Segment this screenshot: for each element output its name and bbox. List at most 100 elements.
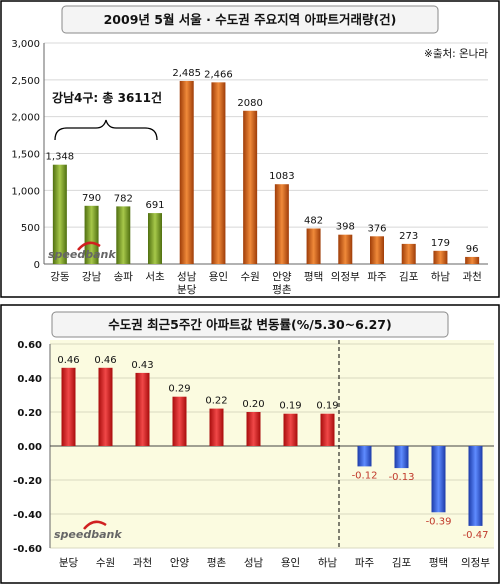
bar bbox=[211, 82, 226, 264]
bar bbox=[148, 213, 162, 264]
title-box bbox=[61, 5, 439, 34]
bar bbox=[394, 446, 409, 469]
bracket-line bbox=[54, 119, 158, 141]
value-label: -0.39 bbox=[426, 516, 452, 527]
x-tick-label: 수원 bbox=[240, 271, 259, 283]
y-tick-label: 0 bbox=[34, 260, 40, 271]
value-label: 2080 bbox=[237, 98, 262, 109]
price-change-chart: 수도권 최근5주간 아파트값 변동률(%/5.30~6.27) -0.60 -0.… bbox=[0, 304, 500, 584]
bar bbox=[433, 250, 448, 264]
speedbank-logo: speedbank bbox=[54, 520, 122, 541]
x-tick-label: 송파 bbox=[114, 271, 134, 283]
price-change-chart-svg: 수도권 최근5주간 아파트값 변동률(%/5.30~6.27) -0.60-0.… bbox=[0, 304, 500, 584]
value-label: 1083 bbox=[269, 171, 294, 182]
x-tick-label: 평촌 bbox=[207, 557, 227, 569]
x-tick-label: 하남 bbox=[431, 270, 451, 283]
logo-text: speedbank bbox=[54, 528, 122, 541]
bar bbox=[135, 372, 150, 446]
bar bbox=[61, 367, 76, 446]
value-label: -0.12 bbox=[352, 470, 378, 481]
x-tick-label: 분당 bbox=[59, 557, 79, 569]
value-label: 0.46 bbox=[57, 355, 79, 366]
x-tick-label: 의정부 bbox=[461, 557, 490, 569]
y-tick-label: 1,000 bbox=[11, 186, 40, 197]
y-tick-label: 0.00 bbox=[17, 442, 42, 453]
y-tick-label: 1,500 bbox=[11, 150, 40, 161]
x-tick-label: 평택 bbox=[304, 271, 323, 283]
x-tick-label: 평택 bbox=[429, 557, 448, 569]
x-tick-label: 강동 bbox=[50, 271, 70, 283]
value-label: -0.13 bbox=[389, 472, 415, 483]
bar bbox=[283, 413, 298, 446]
value-label: 0.19 bbox=[316, 401, 338, 412]
bar bbox=[243, 110, 258, 264]
logo-swoosh-icon bbox=[83, 520, 107, 530]
bars bbox=[52, 80, 480, 265]
y-axis-ticks: -0.60 -0.40 -0.20 0.00 0.20 0.40 0.60 bbox=[13, 340, 42, 555]
bar bbox=[338, 234, 353, 264]
value-label: 782 bbox=[114, 193, 133, 204]
bar bbox=[246, 412, 261, 446]
chart-title: 수도권 최근5주간 아파트값 변동률(%/5.30~6.27) bbox=[108, 317, 391, 332]
bar bbox=[52, 164, 67, 264]
value-label: 790 bbox=[82, 193, 101, 204]
x-tick-label: 파주 bbox=[367, 271, 387, 283]
x-tick-label: 의정부 bbox=[331, 271, 360, 283]
logo-swoosh-icon bbox=[77, 241, 101, 251]
x-tick-label: 용인 bbox=[281, 557, 300, 569]
y-gridlines bbox=[49, 343, 494, 549]
y-tick-label: 0.60 bbox=[17, 340, 42, 351]
bar bbox=[468, 446, 483, 526]
bar bbox=[306, 228, 321, 264]
bar bbox=[320, 413, 335, 446]
x-axis-labels: 분당 수원 과천 안양 평촌 성남 용인 하남 파주 김포 평택 의정부 bbox=[59, 556, 490, 569]
y-tick-label: 0.40 bbox=[17, 374, 42, 385]
y-tick-label: -0.60 bbox=[13, 544, 42, 555]
value-labels: 0.46 0.46 0.43 0.29 0.22 0.20 0.19 0.19 -0.12 -0.… bbox=[57, 355, 488, 541]
gangnam-total-label: 강남4구: 총 3611건 bbox=[52, 90, 162, 105]
y-tick-label: -0.20 bbox=[13, 476, 42, 487]
x-tick-label: 분당 bbox=[177, 284, 197, 296]
value-label: 0.46 bbox=[94, 355, 116, 366]
bar bbox=[401, 243, 416, 264]
x-tick-label: 평촌 bbox=[272, 284, 292, 296]
y-tick-label: 500 bbox=[21, 223, 40, 234]
speedbank-logo: speedbank bbox=[48, 241, 116, 261]
x-tick-label: 안양 bbox=[170, 557, 190, 569]
x-tick-label: 김포 bbox=[392, 557, 412, 569]
value-label: 0.22 bbox=[205, 396, 227, 407]
value-label: 179 bbox=[431, 238, 450, 249]
value-label: 2,485 bbox=[172, 68, 201, 79]
x-tick-label: 과천 bbox=[133, 557, 152, 569]
bar bbox=[357, 446, 372, 467]
y-tick-label: -0.40 bbox=[13, 510, 42, 521]
y-tick-label: 0.20 bbox=[17, 408, 42, 419]
plot-area bbox=[50, 340, 494, 548]
value-label: 273 bbox=[399, 231, 418, 242]
y-tick-label: 2,500 bbox=[11, 76, 40, 87]
y-tick-label: 2,000 bbox=[11, 113, 40, 124]
trade-volume-chart-svg: 2009년 5월 서울 · 수도권 주요지역 아파트거래량(건) ※출처: 온나… bbox=[0, 0, 500, 298]
value-label: 398 bbox=[336, 222, 355, 233]
x-tick-label: 성남 bbox=[177, 271, 197, 283]
logo-text: speedbank bbox=[48, 248, 116, 261]
value-label: 0.29 bbox=[168, 384, 190, 395]
bar bbox=[179, 80, 194, 265]
title-box bbox=[51, 311, 449, 338]
x-tick-label: 과천 bbox=[462, 271, 481, 283]
value-label: 2,466 bbox=[204, 69, 233, 80]
value-label: 0.19 bbox=[279, 401, 301, 412]
bar bbox=[172, 396, 187, 446]
trade-volume-chart: 2009년 5월 서울 · 수도권 주요지역 아파트거래량(건) ※출처: 온나… bbox=[0, 0, 500, 298]
value-label: 1,348 bbox=[46, 152, 75, 163]
bar bbox=[370, 236, 384, 264]
x-tick-label: 서초 bbox=[145, 271, 165, 283]
x-tick-label: 하남 bbox=[318, 556, 338, 569]
gangnam-bracket: 강남4구: 총 3611건 bbox=[52, 90, 162, 141]
x-tick-label: 파주 bbox=[355, 557, 375, 569]
value-labels: 1,348 790 782 691 2,485 2,466 2080 1083 482 398 37… bbox=[46, 68, 479, 255]
y-tick-label: 3,000 bbox=[11, 39, 40, 50]
value-label: 376 bbox=[367, 223, 386, 234]
bar bbox=[116, 206, 131, 264]
